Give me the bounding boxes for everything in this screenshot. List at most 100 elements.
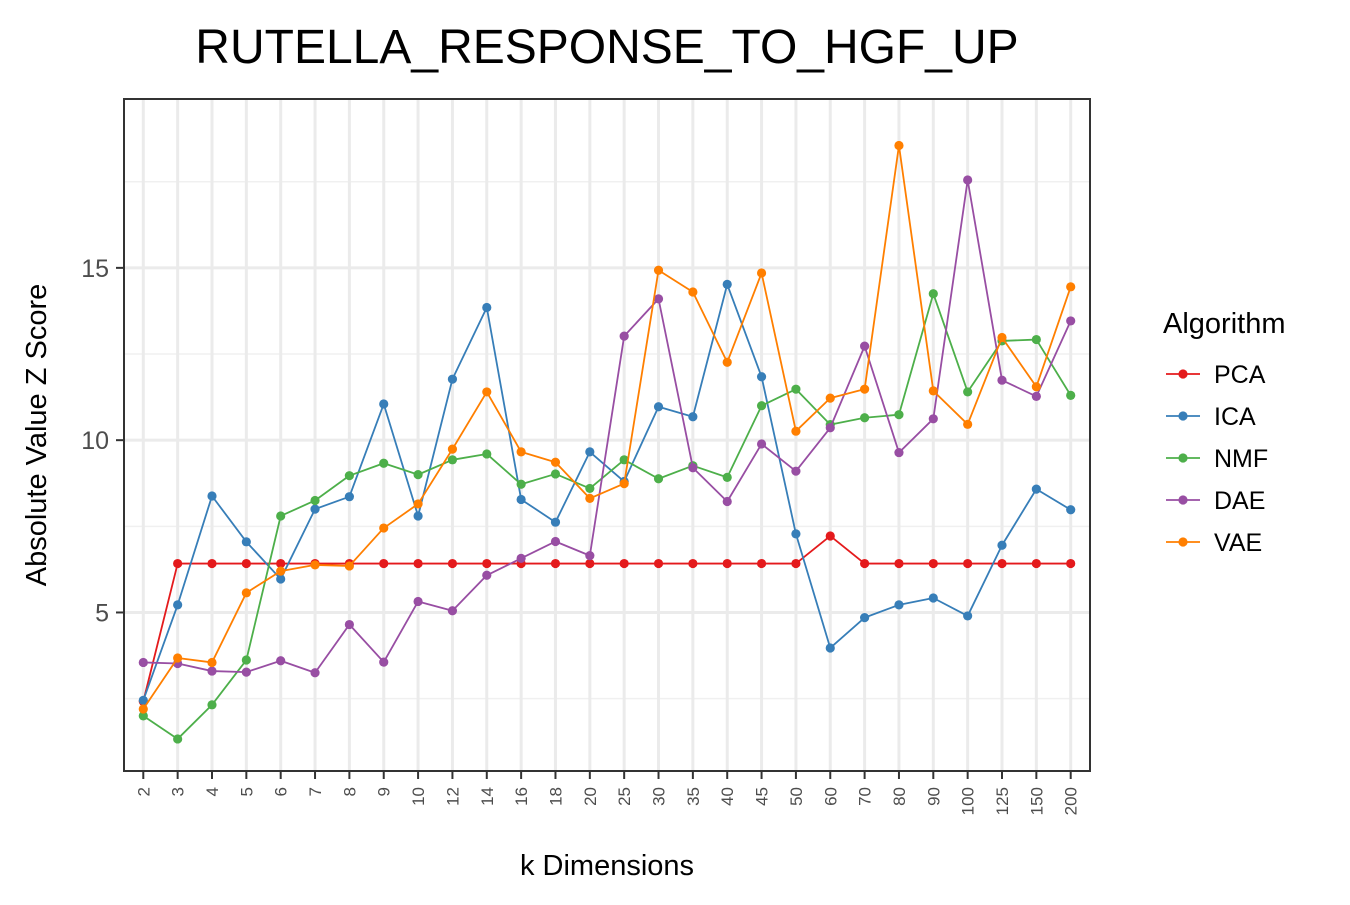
- dae-point: [928, 414, 938, 424]
- nmf-point: [276, 511, 286, 521]
- x-tick-label: 14: [478, 787, 497, 806]
- x-tick-label: 10: [409, 787, 428, 806]
- x-tick-label: 18: [546, 787, 565, 806]
- x-tick-label: 5: [237, 787, 256, 796]
- nmf-point: [344, 471, 354, 481]
- dae-point: [207, 666, 217, 676]
- nmf-point: [1031, 334, 1041, 345]
- x-tick-label: 80: [890, 787, 909, 806]
- vae-point: [379, 523, 389, 533]
- ica-point: [344, 492, 354, 502]
- dae-line: [143, 179, 1072, 674]
- pca-point: [413, 558, 423, 569]
- nmf-point: [516, 479, 526, 489]
- legend-items: PCA ICA NMF DAE VAE: [1166, 361, 1268, 557]
- vae-line: [142, 144, 1072, 710]
- pca-point: [550, 558, 561, 569]
- legend-item-dae: DAE: [1166, 487, 1265, 515]
- x-tick-label: 125: [993, 787, 1012, 815]
- vae-point: [825, 393, 835, 403]
- x-tick-label: 60: [821, 787, 840, 806]
- ica-point: [550, 517, 561, 527]
- grid: [124, 99, 1090, 771]
- legend-item-nmf: NMF: [1166, 445, 1268, 473]
- legend-item-ica: ICA: [1166, 403, 1256, 431]
- vae-point: [482, 387, 492, 397]
- ica-point: [138, 695, 148, 705]
- pca-point: [173, 558, 183, 569]
- x-tick-label: 30: [650, 787, 669, 806]
- ica-point: [516, 494, 526, 505]
- vae-point: [756, 268, 767, 278]
- vae-point: [619, 478, 629, 489]
- pca-point: [756, 558, 767, 569]
- dae-point: [997, 375, 1007, 385]
- dae-point: [550, 536, 561, 547]
- ica-point: [825, 643, 835, 653]
- pca-point: [722, 558, 732, 569]
- ica-point: [894, 600, 904, 610]
- dae-point: [379, 657, 389, 667]
- x-tick-label: 100: [959, 787, 978, 815]
- pca-point: [619, 558, 629, 569]
- legend-key-point: [1178, 411, 1188, 421]
- vae-point: [413, 499, 423, 509]
- vae-point: [241, 588, 251, 598]
- nmf-point: [138, 711, 148, 721]
- x-tick-label: 150: [1027, 787, 1046, 815]
- dae-point: [138, 657, 148, 668]
- nmf-point: [585, 483, 595, 494]
- vae-point: [1066, 282, 1076, 292]
- vae-point: [722, 357, 732, 367]
- ica-point: [963, 611, 973, 621]
- vae-point: [207, 657, 217, 668]
- dae-point: [241, 667, 251, 677]
- dae-point: [756, 439, 767, 449]
- dae-point: [447, 606, 458, 616]
- legend-item-vae: VAE: [1166, 529, 1262, 557]
- legend-key-point: [1178, 537, 1188, 547]
- legend: Algorithm PCA ICA NMF DAE VAE: [1163, 308, 1286, 557]
- nmf-point: [722, 472, 732, 482]
- plot-background: [124, 99, 1090, 771]
- legend-title: Algorithm: [1163, 308, 1286, 340]
- dae-point: [653, 294, 664, 304]
- x-tick-label: 40: [718, 787, 737, 806]
- legend-item-pca: PCA: [1166, 361, 1266, 389]
- pca-point: [963, 558, 973, 569]
- y-tick-label: 5: [95, 599, 109, 627]
- ica-point: [447, 374, 458, 384]
- dae-point: [585, 551, 595, 561]
- pca-point: [207, 558, 217, 569]
- vae-point: [928, 386, 938, 396]
- pca-point: [379, 558, 389, 569]
- ica-point: [653, 402, 664, 412]
- pca-point: [894, 558, 904, 569]
- x-tick-label: 9: [375, 787, 394, 796]
- series-dae: [138, 175, 1076, 678]
- dae-point: [791, 466, 801, 476]
- nmf-point: [963, 387, 973, 397]
- ica-point: [997, 540, 1007, 550]
- dae-point: [860, 341, 870, 351]
- x-tick-label: 12: [443, 787, 462, 806]
- vae-point: [688, 287, 698, 297]
- series-layer: [138, 140, 1076, 744]
- nmf-point: [1066, 390, 1076, 400]
- x-tick-label: 200: [1062, 787, 1081, 815]
- vae-point: [276, 566, 286, 576]
- vae-point: [791, 426, 801, 436]
- ica-point: [928, 593, 938, 603]
- ica-point: [207, 491, 217, 501]
- ica-point: [1031, 484, 1041, 494]
- dae-point: [825, 423, 835, 433]
- vae-point: [516, 447, 526, 457]
- x-tick-label: 45: [753, 787, 772, 806]
- x-tick-label: 20: [581, 787, 600, 806]
- legend-label: DAE: [1214, 487, 1265, 515]
- ica-point: [756, 372, 767, 382]
- vae-point: [585, 493, 595, 504]
